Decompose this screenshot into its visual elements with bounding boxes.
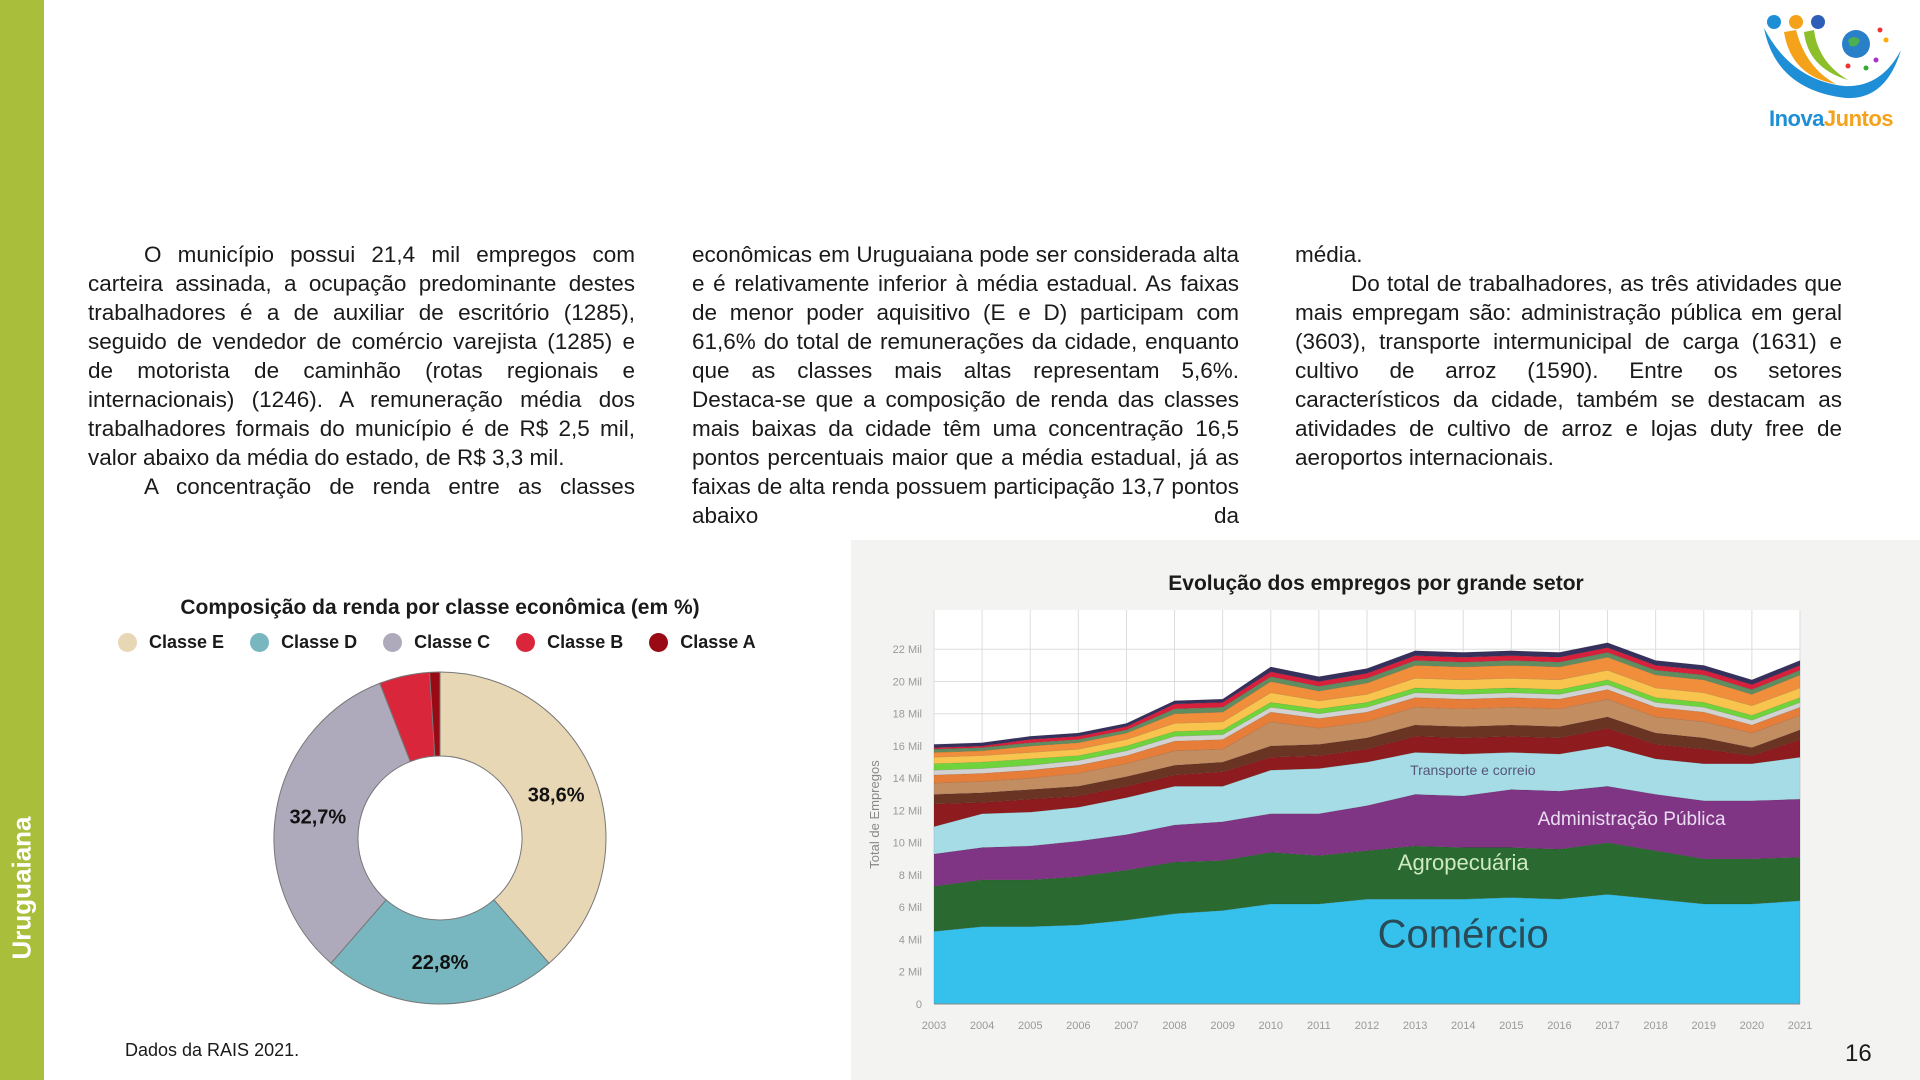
legend-label: Classe D (281, 632, 358, 652)
legend-swatch (118, 633, 137, 652)
y-tick-label: 10 Mil (893, 838, 922, 850)
donut-slice-classe-a (429, 671, 441, 757)
area-series-transporte-e-correio (933, 745, 1801, 855)
series-label: Comércio (1378, 913, 1549, 957)
paragraph: Do total de trabalhadores, as três ativi… (1295, 271, 1842, 470)
x-tick-label: 2019 (1692, 1020, 1716, 1032)
source-note: Dados da RAIS 2021. (125, 1040, 300, 1060)
x-tick-label: 2014 (1451, 1020, 1475, 1032)
x-tick-label: 2009 (1210, 1020, 1234, 1032)
y-tick-label: 22 Mil (893, 644, 922, 656)
logo-text-juntos: Juntos (1823, 106, 1894, 131)
area-series-other-6 (933, 698, 1801, 795)
legend-item: Classe A (649, 632, 756, 653)
x-tick-label: 2005 (1018, 1020, 1042, 1032)
donut-chart-title: Composição da renda por classe econômica… (180, 596, 700, 619)
x-tick-label: 2007 (1114, 1020, 1138, 1032)
legend-item: Classe D (250, 632, 357, 653)
x-tick-label: 2010 (1259, 1020, 1283, 1032)
area-series-other-9 (933, 679, 1801, 771)
x-tick-label: 2021 (1788, 1020, 1812, 1032)
slice-value-label: 22,8% (412, 952, 469, 974)
y-tick-label: 0 (916, 999, 922, 1011)
x-tick-label: 2008 (1162, 1020, 1186, 1032)
logo-text: InovaJuntos (1756, 106, 1906, 132)
paragraph: A concentração de renda entre as classes (144, 474, 635, 499)
y-tick-label: 8 Mil (899, 870, 922, 882)
area-series-other-13 (933, 647, 1801, 750)
y-tick-label: 16 Mil (893, 741, 922, 753)
x-tick-label: 2011 (1307, 1020, 1331, 1032)
paragraph: média. (1295, 242, 1363, 267)
donut-chart: 38,6% 22,8% 32,7% (273, 671, 607, 1005)
legend-item: Classe B (516, 632, 623, 653)
x-tick-label: 2003 (922, 1020, 946, 1032)
text-column-3: média. Do total de trabalhadores, as trê… (1295, 240, 1842, 472)
area-series-other-8 (933, 684, 1801, 776)
text-column-2: econômicas em Uruguaiana pode ser consid… (692, 240, 1239, 530)
donut-slice-classe-c (273, 682, 411, 964)
legend-label: Classe B (547, 632, 624, 652)
area-series-other-12 (933, 652, 1801, 753)
slice-value-label: 38,6% (528, 785, 585, 807)
legend-label: Classe C (414, 632, 491, 652)
x-tick-label: 2016 (1547, 1020, 1571, 1032)
y-tick-label: 12 Mil (893, 805, 922, 817)
y-tick-label: 6 Mil (899, 902, 922, 914)
x-tick-label: 2020 (1740, 1020, 1764, 1032)
y-tick-label: 14 Mil (893, 773, 922, 785)
y-tick-label: 20 Mil (893, 676, 922, 688)
legend-swatch (250, 633, 270, 652)
legend-label: Classe E (149, 632, 225, 652)
legend-swatch (516, 633, 536, 652)
area-series-other-11 (933, 656, 1801, 758)
paragraph: econômicas em Uruguaiana pode ser consid… (692, 242, 1239, 528)
y-tick-label: 2 Mil (899, 967, 922, 979)
donut-slice-classe-d (330, 899, 550, 1005)
x-tick-label: 2006 (1066, 1020, 1090, 1032)
area-chart-title: Evolução dos empregos por grande setor (1168, 572, 1584, 595)
area-series-agropecuária (933, 842, 1801, 932)
legend-label: Classe A (680, 632, 756, 652)
donut-legend: Classe E Classe D Classe C Classe B Classe A (118, 632, 756, 653)
area-series-other-4 (933, 727, 1801, 827)
legend-swatch (649, 633, 669, 652)
sidebar: Uruguaiana (0, 0, 44, 1080)
area-series-other-10 (933, 669, 1801, 765)
inova-juntos-logo: InovaJuntos (1756, 10, 1906, 135)
area-chart-panel: Evolução dos empregos por grande setor 2… (851, 540, 1920, 1080)
y-tick-label: 4 Mil (899, 934, 922, 946)
text-column-1: O município possui 21,4 mil empregos com… (88, 240, 635, 501)
series-label: Transporte e correio (1410, 762, 1536, 778)
y-axis-label: Total de Empregos (867, 760, 882, 869)
city-label: Uruguaiana (6, 816, 37, 960)
series-label: Administração Pública (1538, 809, 1726, 830)
paragraph: O município possui 21,4 mil empregos com… (88, 242, 635, 470)
x-tick-label: 2017 (1595, 1020, 1619, 1032)
series-label: Agropecuária (1398, 850, 1530, 875)
y-tick-label: 18 Mil (893, 709, 922, 721)
x-tick-label: 2013 (1403, 1020, 1427, 1032)
legend-item: Classe C (383, 632, 490, 653)
page-number: 16 (1845, 1040, 1872, 1067)
legend-swatch (383, 633, 403, 652)
x-tick-label: 2012 (1355, 1020, 1379, 1032)
x-tick-label: 2018 (1643, 1020, 1667, 1032)
donut-slice-classe-e (439, 671, 607, 964)
legend-item: Classe E (118, 632, 224, 653)
area-series-other-14 (933, 642, 1801, 748)
stacked-area-chart: 2003 2004 2005 2006 2007 2008 2009 2010 2011 2012… (867, 610, 1812, 1032)
x-tick-label: 2004 (970, 1020, 994, 1032)
slice-value-label: 32,7% (289, 807, 346, 829)
logo-text-inova: Inova (1768, 106, 1824, 131)
logo-graphic (1764, 15, 1901, 99)
x-tick-label: 2015 (1499, 1020, 1523, 1032)
